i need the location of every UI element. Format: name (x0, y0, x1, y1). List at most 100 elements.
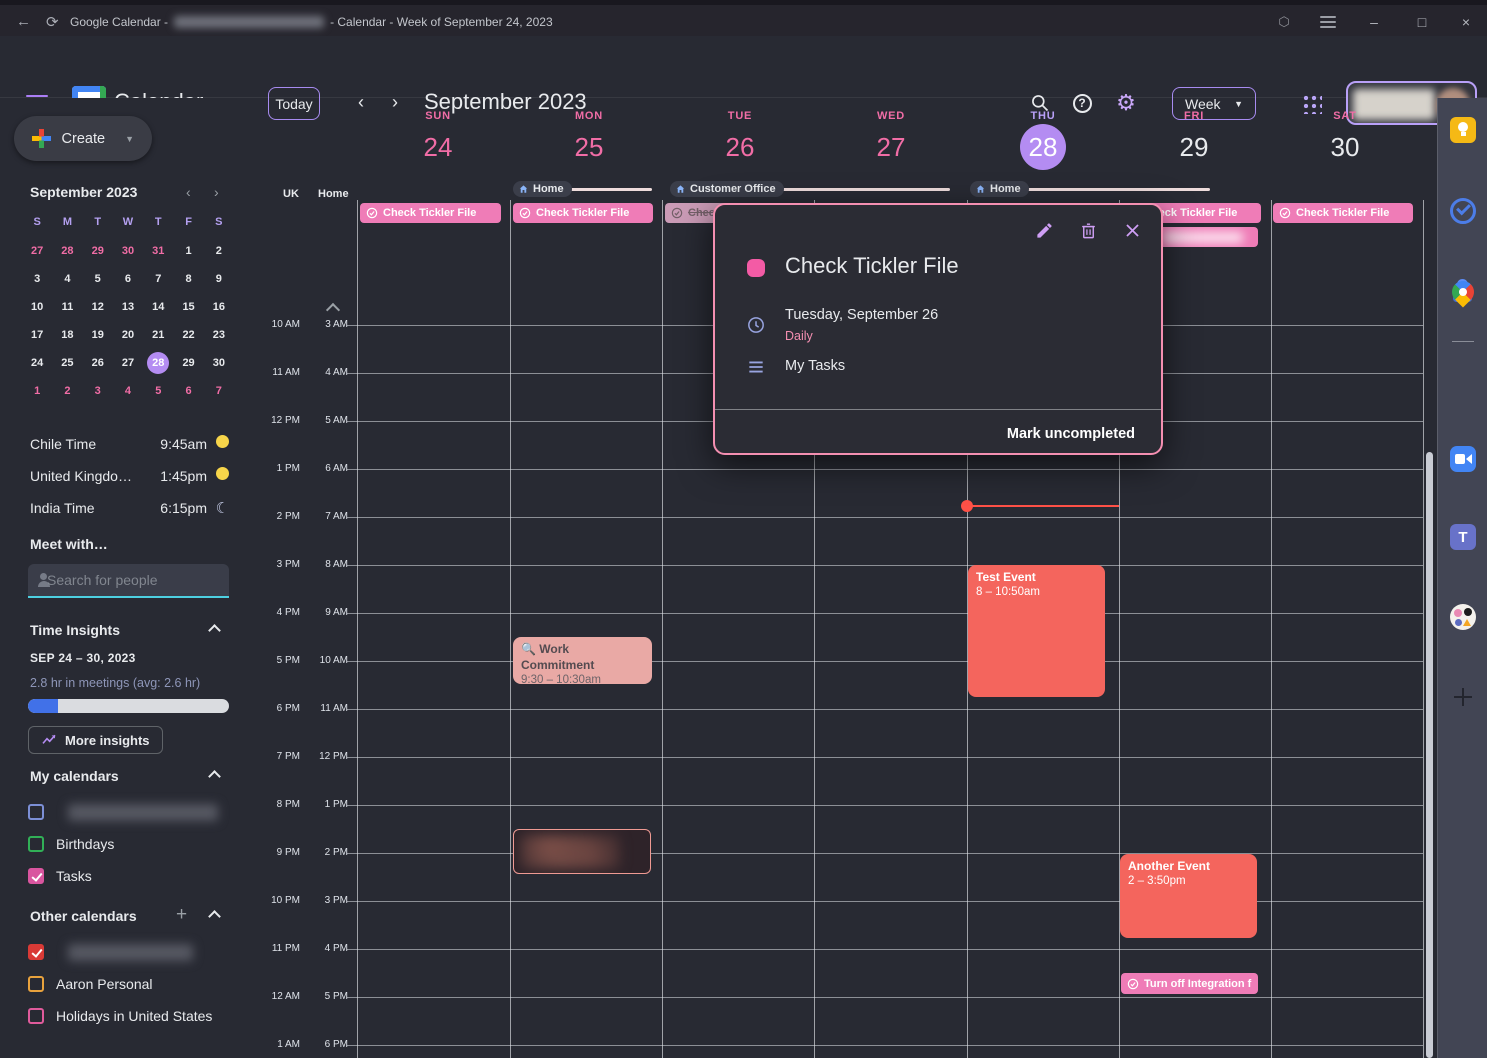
today-button[interactable]: Today (268, 87, 320, 120)
mini-calendar-day[interactable]: 27 (31, 245, 44, 257)
mini-calendar-day[interactable]: 8 (185, 273, 192, 285)
add-other-calendars-icon[interactable]: + (176, 904, 188, 925)
day-number[interactable]: 24 (423, 131, 453, 162)
browser-menu-icon[interactable] (1315, 11, 1341, 33)
mini-calendar-day[interactable]: 7 (215, 385, 222, 397)
mini-calendar-day[interactable]: 4 (64, 273, 71, 285)
create-button[interactable]: Create ▼ (14, 116, 152, 161)
calendar-checkbox[interactable] (28, 976, 44, 992)
google-apps-grid-icon[interactable] (1302, 94, 1322, 114)
settings-gear-icon[interactable]: ⚙ (1116, 90, 1136, 115)
day-header[interactable]: FRI 29 (1134, 110, 1254, 170)
mini-calendar-day[interactable]: 18 (61, 329, 74, 341)
mini-calendar-day[interactable]: 17 (31, 329, 44, 341)
mini-calendar-day[interactable]: 26 (91, 357, 104, 369)
vertical-scrollbar[interactable] (1426, 452, 1433, 1058)
calendar-checkbox[interactable] (28, 1008, 44, 1024)
meet-icon[interactable] (1450, 446, 1476, 472)
calendar-list-item[interactable]: Aaron Personal (28, 968, 238, 1000)
calendar-checkbox[interactable] (28, 836, 44, 852)
working-location-chip[interactable]: Home (970, 181, 1029, 197)
keep-icon[interactable] (1450, 117, 1476, 143)
mini-calendar-day[interactable]: 11 (61, 301, 74, 313)
day-header[interactable]: THU 28 (983, 110, 1103, 170)
close-icon[interactable] (1121, 219, 1143, 241)
mini-calendar-day[interactable]: 31 (152, 245, 165, 257)
task-chip-turn-off-integration[interactable]: Turn off Integration f (1121, 973, 1258, 994)
mini-calendar-day[interactable]: 28 (61, 245, 74, 257)
day-number[interactable]: 25 (574, 131, 604, 162)
working-location-chip[interactable]: Customer Office (670, 181, 784, 197)
maps-icon[interactable] (1447, 276, 1479, 308)
calendar-list-item[interactable]: Birthdays (28, 828, 238, 860)
collapse-allday-icon[interactable] (325, 302, 341, 318)
task-chip[interactable]: Check Tickler File (360, 203, 501, 223)
mini-calendar-day[interactable]: 13 (121, 301, 135, 313)
mini-calendar-day[interactable]: 6 (185, 385, 192, 397)
mini-calendar-day[interactable]: 23 (212, 329, 225, 341)
mini-calendar-day[interactable]: 5 (155, 385, 162, 397)
task-chip[interactable]: Check Tickler File (513, 203, 653, 223)
event-another-event[interactable]: Another Event 2 – 3:50pm (1120, 854, 1257, 938)
day-number[interactable]: 29 (1179, 131, 1209, 162)
mini-calendar-day[interactable]: 29 (91, 245, 104, 257)
day-number[interactable]: 30 (1330, 131, 1360, 162)
event-redacted[interactable] (513, 829, 651, 874)
companion-app-icon[interactable] (1450, 604, 1476, 630)
window-minimize-button[interactable]: – (1370, 14, 1378, 30)
mini-calendar-day[interactable]: 10 (31, 301, 44, 313)
mini-calendar-day[interactable]: 20 (121, 329, 135, 341)
next-week-icon[interactable]: › (392, 92, 398, 112)
day-number[interactable]: 28 (1020, 124, 1066, 170)
search-icon[interactable] (1028, 91, 1052, 115)
browser-back-icon[interactable]: ← (16, 13, 31, 30)
mini-calendar-day[interactable]: 15 (182, 301, 195, 313)
mini-calendar-day[interactable]: 30 (121, 245, 135, 257)
mini-calendar-day[interactable]: 30 (212, 357, 225, 369)
mini-calendar-day[interactable]: 1 (185, 245, 192, 257)
calendar-checkbox[interactable] (28, 868, 44, 884)
task-chip[interactable]: Check Tickler File (1273, 203, 1413, 223)
calendar-checkbox[interactable] (28, 944, 44, 960)
event-work-commitment[interactable]: 🔍 Work Commitment 9:30 – 10:30am (513, 637, 652, 684)
calendar-list-item[interactable] (28, 936, 238, 968)
mini-calendar-prev-icon[interactable]: ‹ (186, 184, 191, 200)
day-header[interactable]: TUE 26 (680, 110, 800, 170)
delete-trash-icon[interactable] (1077, 219, 1099, 241)
search-people-input[interactable] (47, 572, 228, 588)
help-icon[interactable]: ? (1070, 91, 1094, 115)
day-header[interactable]: SUN 24 (378, 110, 498, 170)
mini-calendar-day[interactable]: 6 (124, 273, 132, 285)
day-header[interactable]: SAT 30 (1285, 110, 1405, 170)
mini-calendar-day[interactable]: 3 (94, 385, 101, 397)
mini-calendar-day[interactable]: 25 (61, 357, 74, 369)
day-header[interactable]: MON 25 (529, 110, 649, 170)
day-header[interactable]: WED 27 (831, 110, 951, 170)
mini-calendar-day[interactable]: 5 (94, 273, 101, 285)
event-test-event[interactable]: Test Event 8 – 10:50am (968, 565, 1105, 697)
mini-calendar-day[interactable]: 19 (91, 329, 104, 341)
calendar-list-item[interactable]: Holidays in United States (28, 1000, 238, 1032)
mini-calendar-day[interactable]: 14 (152, 301, 165, 313)
mini-calendar-day[interactable]: 3 (34, 273, 41, 285)
more-insights-button[interactable]: More insights (28, 726, 163, 754)
teams-icon[interactable] (1450, 524, 1476, 550)
mini-calendar-day[interactable]: 27 (121, 357, 135, 369)
mini-calendar-day[interactable]: 4 (124, 385, 132, 397)
window-close-button[interactable]: × (1461, 14, 1471, 30)
mini-calendar-day[interactable]: 24 (31, 357, 44, 369)
working-location-chip[interactable]: Home (513, 181, 572, 197)
mark-uncompleted-button[interactable]: Mark uncompleted (1006, 426, 1135, 442)
mini-calendar-day[interactable]: 29 (182, 357, 195, 369)
edit-pencil-icon[interactable] (1033, 219, 1055, 241)
day-number[interactable]: 26 (725, 131, 755, 162)
extensions-puzzle-icon[interactable]: ⬡ (1278, 14, 1290, 29)
browser-reload-icon[interactable]: ⟳ (46, 14, 59, 31)
calendar-list-item[interactable]: Tasks (28, 860, 238, 892)
mini-calendar-day[interactable]: 2 (64, 385, 71, 397)
calendar-checkbox[interactable] (28, 804, 44, 820)
mini-calendar-day[interactable]: 28 (147, 352, 170, 374)
mini-calendar-day[interactable]: 1 (34, 385, 41, 397)
add-icon[interactable] (1450, 684, 1476, 710)
mini-calendar-day[interactable]: 22 (182, 329, 195, 341)
